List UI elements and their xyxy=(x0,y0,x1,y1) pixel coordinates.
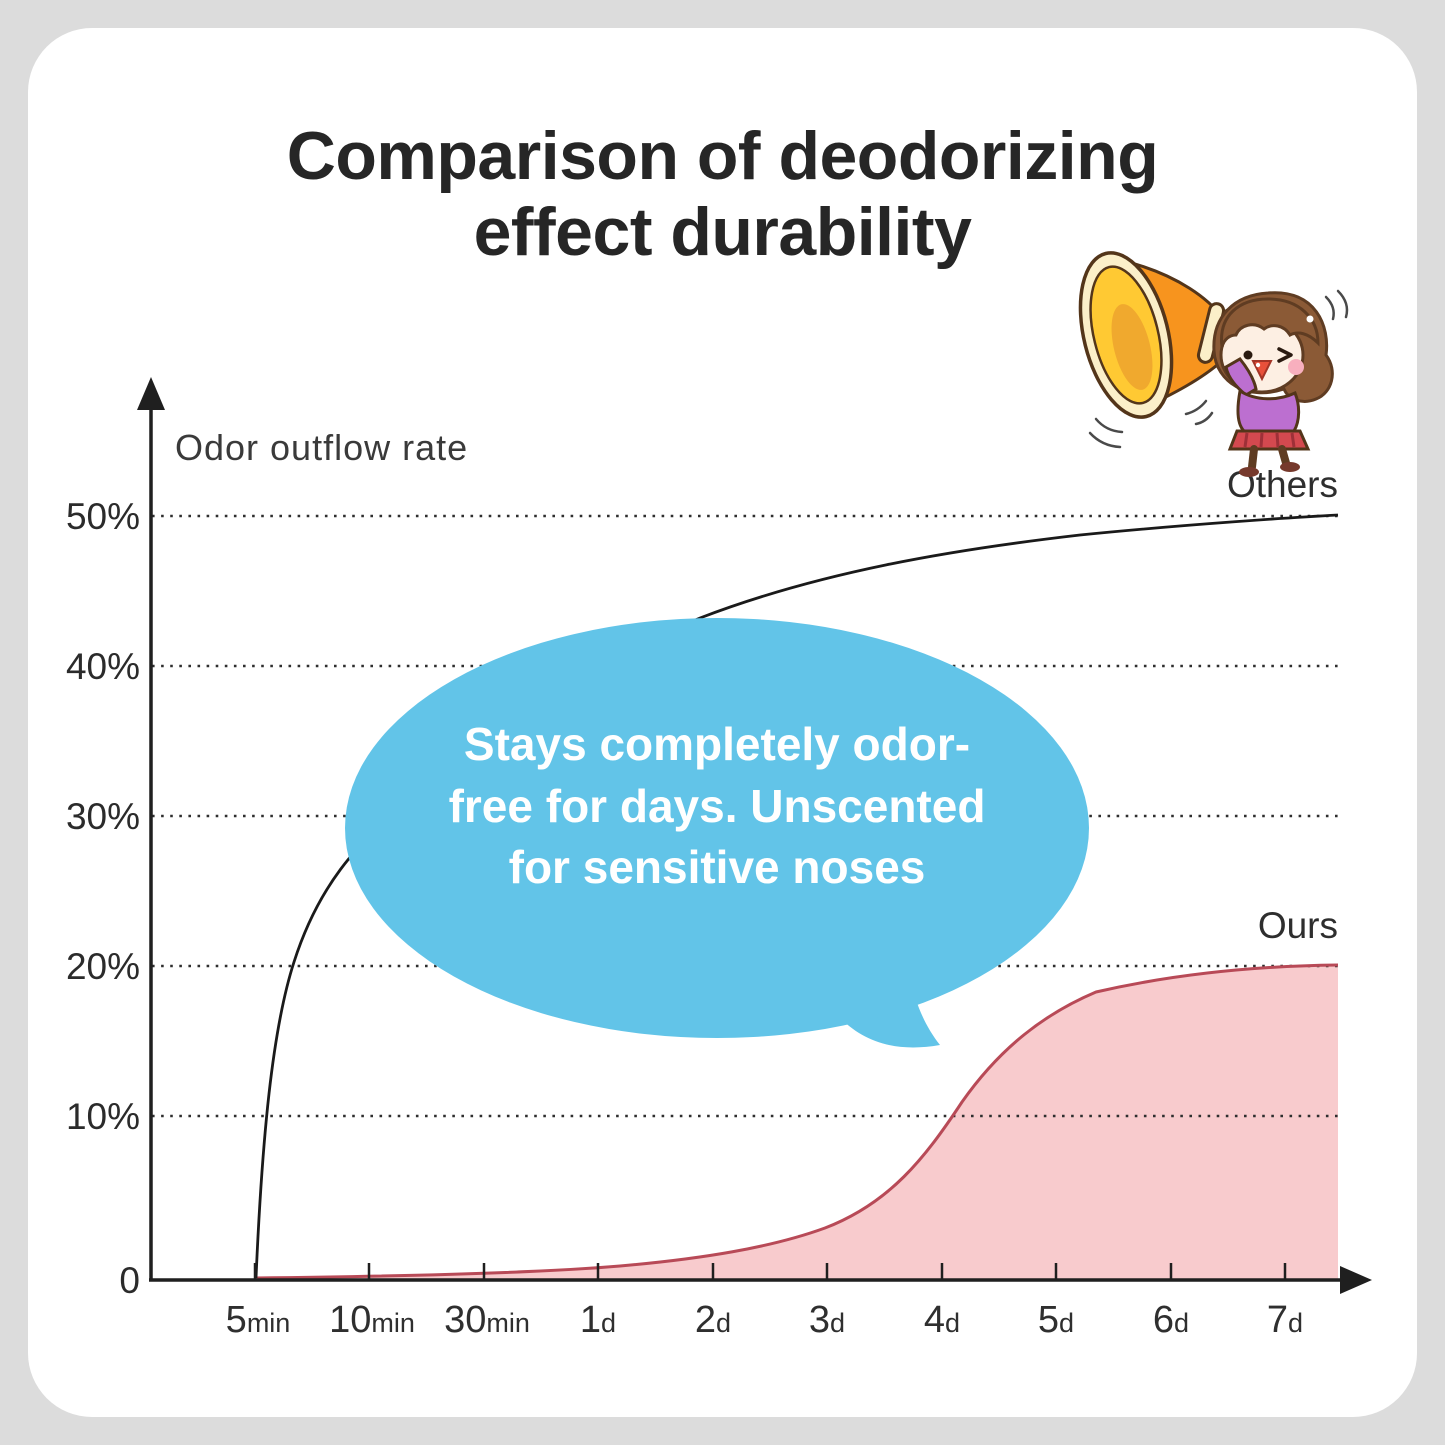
y-axis-arrow xyxy=(137,377,165,410)
speech-bubble: Stays completely odor- free for days. Un… xyxy=(345,618,1089,1048)
x-axis-arrow xyxy=(1340,1266,1372,1294)
y-label-10: 10% xyxy=(66,1096,140,1137)
ours-area-fill xyxy=(256,965,1338,1280)
girl-eye-wink xyxy=(1277,347,1293,363)
page-title-line1: Comparison of deodorizing xyxy=(286,118,1159,194)
girl-leg-right xyxy=(1278,445,1290,467)
girl-cheek xyxy=(1288,359,1304,375)
bubble-text-line2: free for days. Unscented xyxy=(449,780,986,832)
girl-nose-highlight xyxy=(1255,362,1261,368)
ours-area-series xyxy=(256,965,1338,1280)
y-axis-labels: 50% 40% 30% 20% 10% 0 xyxy=(66,496,140,1301)
y-label-0: 0 xyxy=(119,1260,140,1301)
girl-skirt xyxy=(1227,429,1311,451)
x-label-5d: 5d xyxy=(1038,1299,1074,1341)
speech-bubble-text: Stays completely odor- free for days. Un… xyxy=(449,718,986,893)
x-label-30min: 30min xyxy=(444,1299,530,1341)
y-label-50: 50% xyxy=(66,496,140,537)
x-label-1d: 1d xyxy=(580,1299,616,1341)
motion-lines xyxy=(1088,289,1349,449)
y-label-40: 40% xyxy=(66,646,140,687)
x-label-2d: 2d xyxy=(695,1299,731,1341)
x-label-7d: 7d xyxy=(1267,1299,1303,1341)
ours-series-label: Ours xyxy=(1258,905,1338,946)
girl-leg-left xyxy=(1248,445,1258,471)
megaphone-icon xyxy=(1078,251,1266,419)
bubble-text-line1: Stays completely odor- xyxy=(464,718,970,770)
x-label-4d: 4d xyxy=(924,1299,960,1341)
y-label-30: 30% xyxy=(66,796,140,837)
y-axis-title: Odor outflow rate xyxy=(175,427,468,468)
x-label-3d: 3d xyxy=(809,1299,845,1341)
girl-skirt-stripes xyxy=(1243,432,1296,448)
bubble-text-line3: for sensitive noses xyxy=(509,841,926,893)
speech-bubble-body xyxy=(345,618,1089,1038)
girl-hair-highlight xyxy=(1306,315,1314,323)
x-label-6d: 6d xyxy=(1153,1299,1189,1341)
page-title: Comparison of deodorizing effect durabil… xyxy=(0,118,1445,270)
girl-shoe-left xyxy=(1239,467,1259,477)
page-title-line2: effect durability xyxy=(473,194,972,271)
girl-sweater xyxy=(1236,388,1301,433)
x-axis-labels: 5min 10min 30min 1d 2d 3d 4d 5d 6d 7d xyxy=(226,1299,1303,1341)
girl-shoe-right xyxy=(1280,462,1300,472)
megaphone-rim-shadow xyxy=(1111,304,1153,390)
girl-bangs xyxy=(1220,297,1320,348)
ours-line xyxy=(255,963,1339,1280)
girl-figure xyxy=(1212,291,1334,477)
y-label-20: 20% xyxy=(66,946,140,987)
megaphone-girl-illustration xyxy=(1078,251,1349,477)
x-label-5min: 5min xyxy=(226,1299,291,1341)
girl-eye-left xyxy=(1243,350,1253,360)
axes xyxy=(137,377,1372,1294)
x-label-10min: 10min xyxy=(329,1299,415,1341)
x-axis-ticks xyxy=(253,1263,1287,1279)
girl-arm xyxy=(1224,357,1258,397)
